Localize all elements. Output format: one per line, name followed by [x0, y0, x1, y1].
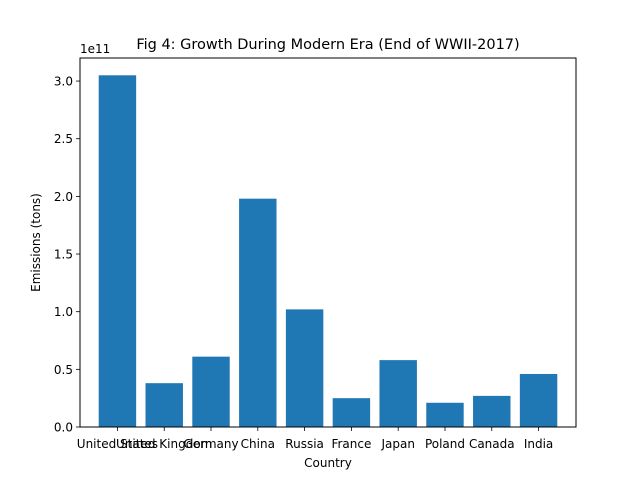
y-tick-label: 3.0 [54, 75, 73, 89]
x-tick-label: France [331, 437, 371, 451]
y-tick-label: 0.0 [54, 421, 73, 435]
plot-frame [79, 57, 577, 428]
x-tick-label: Germany [183, 437, 238, 451]
bar-france [332, 398, 371, 427]
x-tick-label: United States [77, 437, 158, 451]
bar-poland [426, 402, 464, 427]
chart-title: Fig 4: Growth During Modern Era (End of … [136, 37, 519, 53]
y-tick-label: 2.5 [54, 132, 73, 146]
bar-china [239, 198, 277, 427]
bar-japan [379, 360, 417, 427]
x-axis-label: Country [304, 456, 352, 470]
x-tick-label: China [241, 437, 275, 451]
y-ticks-group: 0.0 0.5 1.0 1.5 2.0 2.5 3.0 [54, 75, 80, 435]
x-tick-label: Russia [285, 437, 324, 451]
bar-canada [473, 395, 511, 427]
bar-india [519, 373, 558, 427]
y-axis-label: Emissions (tons) [29, 193, 43, 292]
y-tick-label: 0.5 [54, 363, 73, 377]
y-tick-label: 2.0 [54, 190, 73, 204]
x-tick-label: Poland [425, 437, 465, 451]
x-tick-label: Japan [380, 437, 414, 451]
y-offset-label: 1e11 [80, 42, 110, 56]
bar-russia [285, 309, 324, 427]
bars-group [98, 75, 558, 428]
x-tick-label: United Kingdom [116, 437, 212, 451]
bar-united-kingdom [145, 383, 183, 427]
x-tick-label: Canada [469, 437, 515, 451]
x-tick-label: India [524, 437, 553, 451]
y-tick-label: 1.5 [54, 248, 73, 262]
y-tick-label: 1.0 [54, 305, 73, 319]
bar-united-states [98, 75, 137, 428]
bar-germany [192, 356, 230, 427]
